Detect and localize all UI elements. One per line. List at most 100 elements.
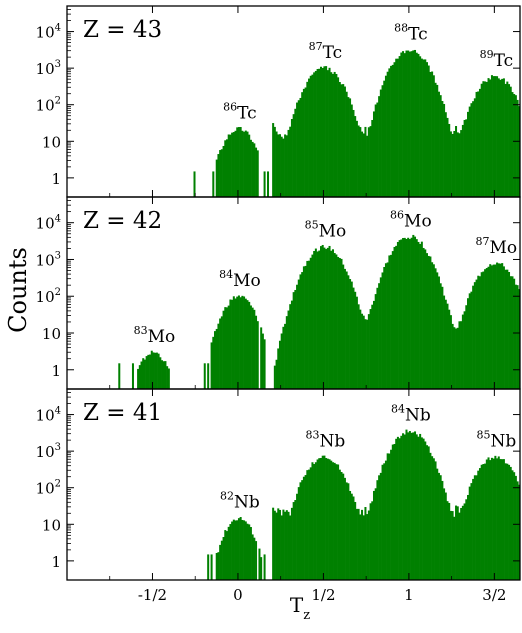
- histogram-bar: [407, 237, 410, 389]
- histogram-bar: [431, 71, 434, 197]
- histogram-bar: [490, 265, 493, 389]
- y-tick-label: 102: [36, 287, 61, 306]
- histogram-bar: [448, 309, 451, 389]
- histogram-bar: [490, 75, 493, 197]
- histogram-bar: [424, 59, 427, 198]
- histogram-bar: [374, 488, 377, 580]
- histogram-bar: [355, 296, 358, 389]
- histogram-bar: [410, 51, 413, 197]
- histogram-bar: [514, 95, 517, 197]
- histogram-bar: [494, 76, 497, 197]
- histogram-bar: [395, 58, 398, 197]
- histogram-bar: [220, 316, 223, 389]
- histogram-bar: [320, 246, 323, 389]
- histogram-bar: [484, 81, 487, 197]
- histogram-bar: [376, 480, 379, 580]
- histogram-bar: [203, 363, 206, 389]
- histogram-bar: [330, 250, 333, 389]
- panel-label: Z = 41: [83, 400, 162, 426]
- histogram-bar: [412, 432, 415, 580]
- histogram-bar: [477, 91, 480, 197]
- histogram-bar: [333, 253, 336, 389]
- histogram-bar: [278, 134, 281, 197]
- histogram-bar: [306, 260, 309, 389]
- y-tick-label: 104: [36, 406, 61, 425]
- histogram-bar: [246, 523, 249, 580]
- histogram-bar: [246, 300, 249, 389]
- histogram-bar: [376, 102, 379, 197]
- histogram-bar: [157, 353, 160, 389]
- histogram-bar: [277, 348, 280, 389]
- histogram-bar: [287, 511, 290, 580]
- histogram-bars: [118, 234, 521, 389]
- panel-2: 1 10 102 103 104 Z = 42 83Mo 84Mo 85Mo 86Mo 87Mo: [36, 196, 521, 390]
- histogram-bar: [453, 327, 456, 389]
- histogram-bar: [311, 74, 314, 197]
- histogram-bar: [456, 327, 459, 389]
- panel-3: 1 10 102 103 104 -1/2 0 1/2 1 3/2 Z = 41 82Nb 83Nb 84…: [36, 388, 521, 604]
- histogram-bar: [282, 509, 285, 580]
- histogram-bar: [456, 132, 459, 197]
- histogram-bar: [243, 296, 246, 389]
- histogram-bar: [458, 133, 461, 197]
- histogram-bar: [236, 296, 239, 389]
- isotope-label: 83Nb: [306, 429, 346, 452]
- histogram-bar: [280, 136, 283, 197]
- histogram-bar: [504, 83, 507, 197]
- histogram-bar: [427, 446, 430, 580]
- histogram-bar: [437, 472, 440, 580]
- histogram-bar: [227, 134, 230, 197]
- histogram-bar: [388, 68, 391, 197]
- histogram-bar: [420, 241, 423, 389]
- histogram-bar: [249, 139, 252, 197]
- histogram-bar: [424, 249, 427, 389]
- histogram-bar: [366, 135, 369, 197]
- histogram-bar: [241, 519, 244, 580]
- histogram-bar: [308, 469, 311, 580]
- histogram-bar: [142, 358, 145, 389]
- histogram-bar: [371, 119, 374, 197]
- histogram-bar: [390, 449, 393, 580]
- y-tick-label: 103: [36, 442, 61, 461]
- histogram-bar: [441, 101, 444, 197]
- histogram-bar: [458, 512, 461, 580]
- histogram-bar: [395, 438, 398, 580]
- histogram-bar: [436, 468, 439, 580]
- histogram-bar: [301, 272, 304, 389]
- histogram-bar: [402, 433, 405, 580]
- histogram-bar: [314, 462, 317, 580]
- histogram-bar: [304, 87, 307, 197]
- histogram-bar: [390, 65, 393, 197]
- histogram-bar: [343, 268, 346, 389]
- histogram-bar: [444, 492, 447, 580]
- histogram-bar: [378, 96, 381, 197]
- histogram-bar: [367, 314, 370, 389]
- histogram-bar: [425, 445, 428, 580]
- histogram-bar: [149, 354, 152, 389]
- histogram-bar: [301, 480, 304, 580]
- histogram-bar: [285, 316, 288, 389]
- histogram-bar: [253, 143, 256, 197]
- histogram-bar: [273, 126, 276, 197]
- histogram-bar: [241, 130, 244, 197]
- histogram-bar: [480, 464, 483, 580]
- histogram-bar: [461, 314, 464, 389]
- histogram-bar: [335, 464, 338, 580]
- histogram-bar: [378, 475, 381, 580]
- histogram-bar: [321, 455, 324, 580]
- histogram-bar: [207, 363, 210, 389]
- histogram-bar: [287, 310, 290, 389]
- histogram-bar: [446, 501, 449, 580]
- histogram-bar: [330, 460, 333, 580]
- histogram-bar: [318, 68, 321, 198]
- histogram-bar: [320, 457, 323, 580]
- histogram-bar: [347, 97, 350, 197]
- histogram-bar: [429, 71, 432, 197]
- y-axis-label: Counts: [4, 247, 32, 333]
- histogram-bar: [253, 537, 256, 580]
- histogram-bar: [214, 331, 217, 389]
- histogram-bar: [518, 484, 521, 580]
- histogram-bar: [371, 501, 374, 580]
- histogram-bar: [297, 279, 300, 389]
- y-tick-label: 104: [36, 23, 61, 42]
